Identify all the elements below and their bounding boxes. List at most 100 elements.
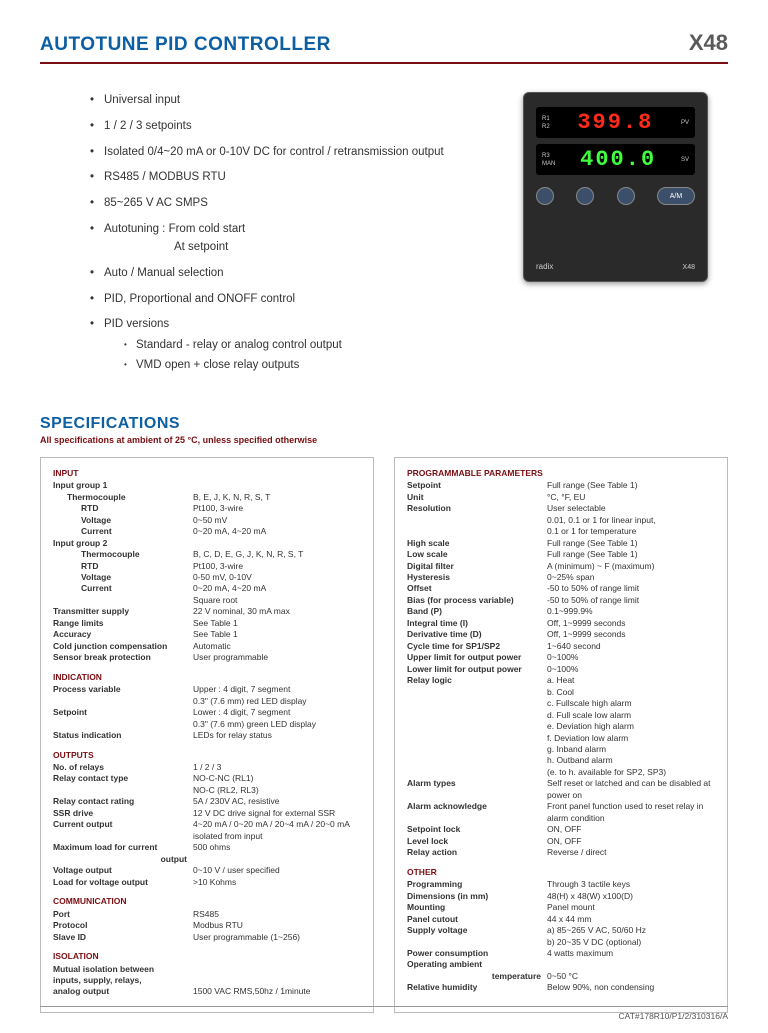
device-button-1 [536,187,554,205]
value: Full range (See Table 1) [547,538,715,549]
pv-display: R1 R2 399.8 PV [536,107,695,138]
value: Reverse / direct [547,847,715,858]
label: Level lock [407,836,547,847]
sv-display: R3 MAN 400.0 SV [536,144,695,175]
value: d. Full scale low alarm [547,710,715,721]
value: 0~50 °C [547,971,715,982]
value: B, C, D, E, G, J, K, N, R, S, T [193,549,361,560]
device-button-2 [576,187,594,205]
value: Pt100, 3-wire [193,503,361,514]
value: 48(H) x 48(W) x100(D) [547,891,715,902]
value: User programmable [193,652,361,663]
value: c. Fullscale high alarm [547,698,715,709]
label: High scale [407,538,547,549]
pv-label: PV [681,120,689,126]
value: Below 90%, non condensing [547,982,715,993]
label: Setpoint [407,480,547,491]
label: Protocol [53,920,193,931]
label: Voltage [53,572,193,583]
value: Self reset or latched and can be disable… [547,778,715,801]
value: Upper : 4 digit, 7 segment [193,684,361,695]
label: Mounting [407,902,547,913]
label: Maximum load for current [53,842,193,853]
label: Range limits [53,618,193,629]
value: 0~20 mA, 4~20 mA [193,526,361,537]
value: LEDs for relay status [193,730,361,741]
sv-label: SV [681,157,689,163]
value: NO-C (RL2, RL3) [193,785,361,796]
label: Cycle time for SP1/SP2 [407,641,547,652]
value: A (minimum) ~ F (maximum) [547,561,715,572]
value: a. Heat [547,675,715,686]
label: Input group 1 [53,480,193,491]
feature-item: 1 / 2 / 3 setpoints [90,118,493,136]
r2-label: R2 [542,124,550,130]
label: Integral time (I) [407,618,547,629]
label: Relative humidity [407,982,547,993]
label: Lower limit for output power [407,664,547,675]
label: Offset [407,583,547,594]
value: 1~640 second [547,641,715,652]
value: 500 ohms [193,842,361,853]
label: Power consumption [407,948,547,959]
feature-subtext: At setpoint [104,239,493,257]
label: Relay contact type [53,773,193,784]
title-row: AUTOTUNE PID CONTROLLER X48 [40,30,728,64]
section-other: OTHER [407,867,715,878]
section-input: INPUT [53,468,361,479]
value: b) 20~35 V DC (optional) [547,937,715,948]
value: f. Deviation low alarm [547,733,715,744]
label: Alarm types [407,778,547,801]
label: SSR drive [53,808,193,819]
value: Pt100, 3-wire [193,561,361,572]
device-button-am: A/M [657,187,695,205]
label: Low scale [407,549,547,560]
feature-subitem: Standard - relay or analog control outpu… [124,337,493,355]
footer-code: CAT#178R10/P1/2/310316/A [40,1006,728,1021]
feature-item: RS485 / MODBUS RTU [90,169,493,187]
label: Programming [407,879,547,890]
feature-item: Autotuning : From cold start At setpoint [90,221,493,257]
section-communication: COMMUNICATION [53,896,361,907]
label: Alarm acknowledge [407,801,547,824]
label: RTD [53,503,193,514]
value: ON, OFF [547,824,715,835]
value: Panel mount [547,902,715,913]
section-indication: INDICATION [53,672,361,683]
label: Operating ambient [407,959,547,970]
label: No. of relays [53,762,193,773]
label: Accuracy [53,629,193,640]
value: Through 3 tactile keys [547,879,715,890]
label: Upper limit for output power [407,652,547,663]
device-brand: radix [536,262,553,271]
value: h. Outband alarm [547,755,715,766]
feature-item: Universal input [90,92,493,110]
specs-subtitle: All specifications at ambient of 25 °C, … [40,435,728,445]
label: Thermocouple [53,492,193,503]
value: 0~25% span [547,572,715,583]
page-title: AUTOTUNE PID CONTROLLER [40,34,331,56]
feature-text: Autotuning : From cold start [104,223,245,235]
specs-title: SPECIFICATIONS [40,415,728,433]
label: Load for voltage output [53,877,193,888]
value: 1 / 2 / 3 [193,762,361,773]
value: 1500 VAC RMS,50hz / 1minute [193,986,361,997]
spec-col-2: PROGRAMMABLE PARAMETERS SetpointFull ran… [394,457,728,1013]
label: Cold junction compensation [53,641,193,652]
value: °C, °F, EU [547,492,715,503]
feature-item: Isolated 0/4~20 mA or 0-10V DC for contr… [90,144,493,162]
label: Mutual isolation between [53,964,193,975]
label: Current [53,526,193,537]
value: -50 to 50% of range limit [547,583,715,594]
feature-list: Universal input 1 / 2 / 3 setpoints Isol… [90,92,493,383]
value: 0.1~999.9% [547,606,715,617]
value: 0.01, 0.1 or 1 for linear input, [547,515,715,526]
value: a) 85~265 V AC, 50/60 Hz [547,925,715,936]
value: 0.3" (7.6 mm) green LED display [193,719,361,730]
value: 5A / 230V AC, resistive [193,796,361,807]
value: 0.1 or 1 for temperature [547,526,715,537]
device-button-3 [617,187,635,205]
value: 4 watts maximum [547,948,715,959]
model-code: X48 [689,30,728,56]
feature-subitem: VMD open + close relay outputs [124,357,493,375]
